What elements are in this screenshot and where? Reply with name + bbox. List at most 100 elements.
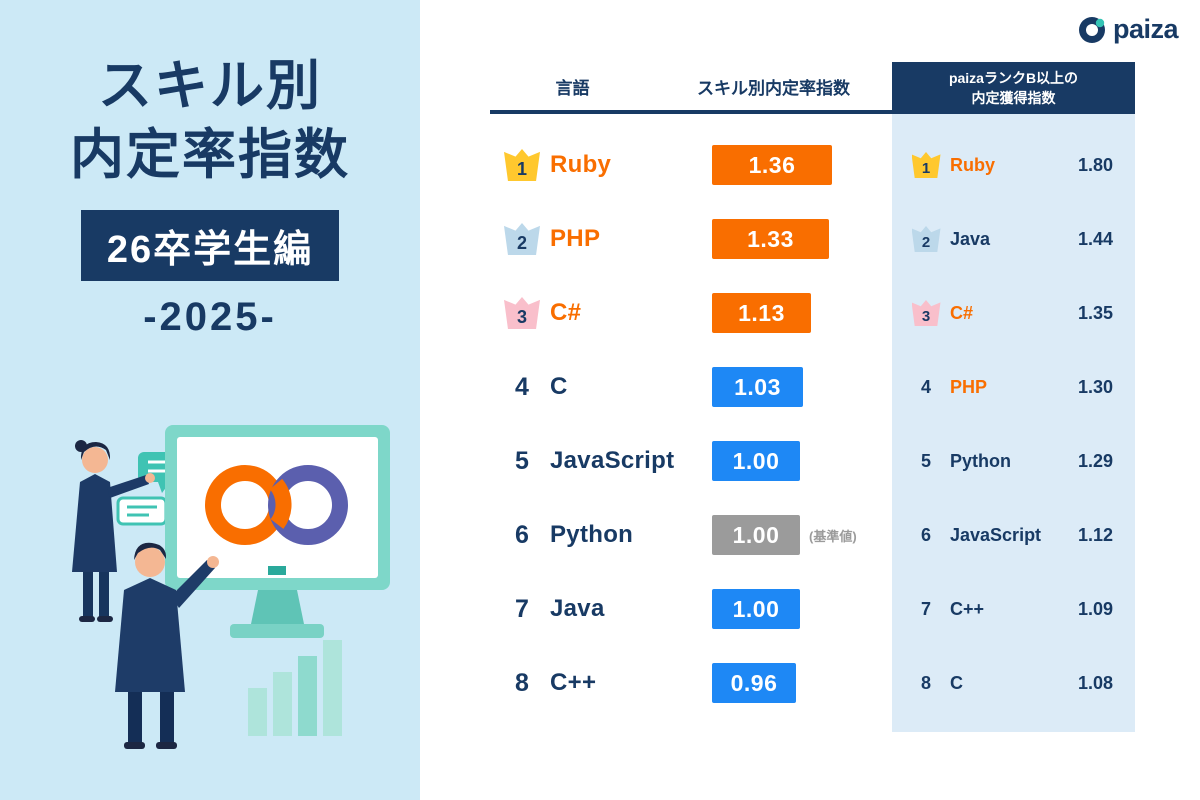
index-bar-cell: 1.00 bbox=[712, 441, 800, 481]
rank-cell: 5 bbox=[500, 447, 544, 476]
monitor-icon bbox=[165, 425, 390, 638]
rank-cell: 6 bbox=[500, 521, 544, 550]
rank-cell: 7 bbox=[908, 599, 944, 620]
crown-silver-icon: 2 bbox=[911, 226, 941, 252]
language-name: C# bbox=[950, 302, 974, 323]
skill-row-2: 2 PHP 1.33 bbox=[490, 202, 892, 276]
main-title-line2: 内定率指数 bbox=[70, 125, 350, 186]
rank-number: 2 bbox=[516, 233, 527, 253]
illustration bbox=[72, 425, 390, 749]
header-rankb-index: paizaランクB以上の 内定獲得指数 bbox=[892, 62, 1135, 114]
rankb-ranking-list: 1 Ruby 1.80 2 Java 1.44 3 bbox=[892, 114, 1135, 732]
rank-number: 1 bbox=[516, 159, 527, 179]
rank-cell: 1 bbox=[908, 152, 944, 178]
index-bar-cell: 1.03 bbox=[712, 367, 803, 407]
year-label: -2025- bbox=[143, 295, 277, 340]
title-panel: スキル別 内定率指数 26卒学生編 -2025- bbox=[0, 0, 420, 800]
table-header: 言語 スキル別内定率指数 paizaランクB以上の 内定獲得指数 bbox=[490, 62, 1135, 114]
rank-number: 3 bbox=[516, 307, 527, 327]
baseline-note: (基準値) bbox=[809, 528, 857, 544]
skill-row-6: 6 Python 1.00 (基準値) bbox=[490, 498, 892, 572]
language-name: Ruby bbox=[950, 154, 995, 175]
rankb-row-5: 5 Python 1.29 bbox=[892, 424, 1135, 498]
index-bar-cell: 1.13 bbox=[712, 293, 811, 333]
index-value: 1.30 bbox=[1077, 376, 1113, 397]
index-value: 1.35 bbox=[1077, 302, 1113, 323]
index-bar-cell: 1.33 bbox=[712, 219, 829, 259]
index-value-badge: 1.36 bbox=[712, 145, 832, 185]
language-name: C# bbox=[550, 299, 582, 326]
subtitle-badge: 26卒学生編 bbox=[80, 210, 340, 282]
rank-number: 7 bbox=[920, 598, 931, 619]
language-name: C++ bbox=[550, 669, 597, 696]
index-value: 1.80 bbox=[1077, 154, 1113, 175]
index-value: 1.12 bbox=[1077, 524, 1113, 545]
rank-cell: 2 bbox=[500, 223, 544, 255]
rank-number: 5 bbox=[920, 450, 931, 471]
header-rankb-line2: 内定獲得指数 bbox=[971, 90, 1056, 106]
index-value-badge: 1.00 bbox=[712, 441, 800, 481]
paiza-logo-text: paiza bbox=[1112, 14, 1179, 44]
rank-cell: 4 bbox=[500, 373, 544, 402]
header-left: 言語 スキル別内定率指数 bbox=[490, 62, 892, 114]
rank-cell: 8 bbox=[500, 669, 544, 698]
rank-cell: 1 bbox=[500, 149, 544, 181]
rank-number: 2 bbox=[921, 234, 931, 251]
rank-number: 8 bbox=[920, 672, 931, 693]
skill-row-5: 5 JavaScript 1.00 bbox=[490, 424, 892, 498]
rank-number: 1 bbox=[921, 160, 931, 177]
crown-silver-icon: 2 bbox=[504, 223, 540, 255]
index-value: 1.44 bbox=[1077, 228, 1113, 249]
index-value: 1.09 bbox=[1077, 598, 1113, 619]
language-name: JavaScript bbox=[950, 524, 1042, 545]
index-value-badge: 1.03 bbox=[712, 367, 803, 407]
language-name: PHP bbox=[950, 376, 988, 397]
index-value: 1.29 bbox=[1077, 450, 1113, 471]
header-rankb-line1: paizaランクB以上の bbox=[948, 69, 1079, 86]
person-woman-icon bbox=[72, 440, 155, 622]
skill-ranking-list: 1 Ruby 1.36 2 PHP 1.33 bbox=[490, 114, 892, 732]
rank-number: 5 bbox=[515, 446, 529, 475]
rank-number: 3 bbox=[921, 308, 931, 325]
language-name: C++ bbox=[950, 598, 985, 619]
index-value-badge: 1.00 bbox=[712, 589, 800, 629]
rankb-row-6: 6 JavaScript 1.12 bbox=[892, 498, 1135, 572]
crown-gold-icon: 1 bbox=[504, 149, 540, 181]
rank-cell: 5 bbox=[908, 451, 944, 472]
paiza-logo-icon bbox=[1078, 16, 1105, 43]
index-bar-cell: 1.00 (基準値) bbox=[712, 515, 857, 555]
crown-gold-icon: 1 bbox=[911, 152, 941, 178]
skill-row-8: 8 C++ 0.96 bbox=[490, 646, 892, 720]
rankb-row-8: 8 C 1.08 bbox=[892, 646, 1135, 720]
rank-number: 8 bbox=[515, 668, 529, 697]
language-name: JavaScript bbox=[550, 447, 675, 474]
main-title-line1: スキル別 bbox=[98, 56, 322, 116]
header-skill-index: スキル別内定率指数 bbox=[697, 78, 850, 98]
language-name: C bbox=[550, 373, 568, 400]
rank-number: 4 bbox=[920, 376, 931, 397]
index-bar-cell: 0.96 bbox=[712, 663, 796, 703]
table-body: 1 Ruby 1.36 2 PHP 1.33 bbox=[490, 114, 1135, 732]
crown-pink-icon: 3 bbox=[504, 297, 540, 329]
language-name: Python bbox=[550, 521, 634, 548]
index-value: 1.08 bbox=[1077, 672, 1113, 693]
index-bar-cell: 1.00 bbox=[712, 589, 800, 629]
skill-row-1: 1 Ruby 1.36 bbox=[490, 128, 892, 202]
rank-cell: 4 bbox=[908, 377, 944, 398]
index-bar-cell: 1.36 bbox=[712, 145, 832, 185]
rank-number: 6 bbox=[920, 524, 931, 545]
paiza-logo: paiza bbox=[1078, 14, 1179, 45]
rank-number: 4 bbox=[515, 372, 529, 401]
rank-number: 7 bbox=[515, 594, 529, 623]
language-name: C bbox=[950, 672, 963, 693]
language-name: PHP bbox=[550, 225, 601, 252]
rankb-row-7: 7 C++ 1.09 bbox=[892, 572, 1135, 646]
skill-row-3: 3 C# 1.13 bbox=[490, 276, 892, 350]
rank-cell: 3 bbox=[500, 297, 544, 329]
rank-cell: 6 bbox=[908, 525, 944, 546]
header-language: 言語 bbox=[555, 78, 590, 98]
rank-cell: 3 bbox=[908, 300, 944, 326]
rankb-row-3: 3 C# 1.35 bbox=[892, 276, 1135, 350]
index-value-badge: 1.00 bbox=[712, 515, 800, 555]
rankb-row-2: 2 Java 1.44 bbox=[892, 202, 1135, 276]
